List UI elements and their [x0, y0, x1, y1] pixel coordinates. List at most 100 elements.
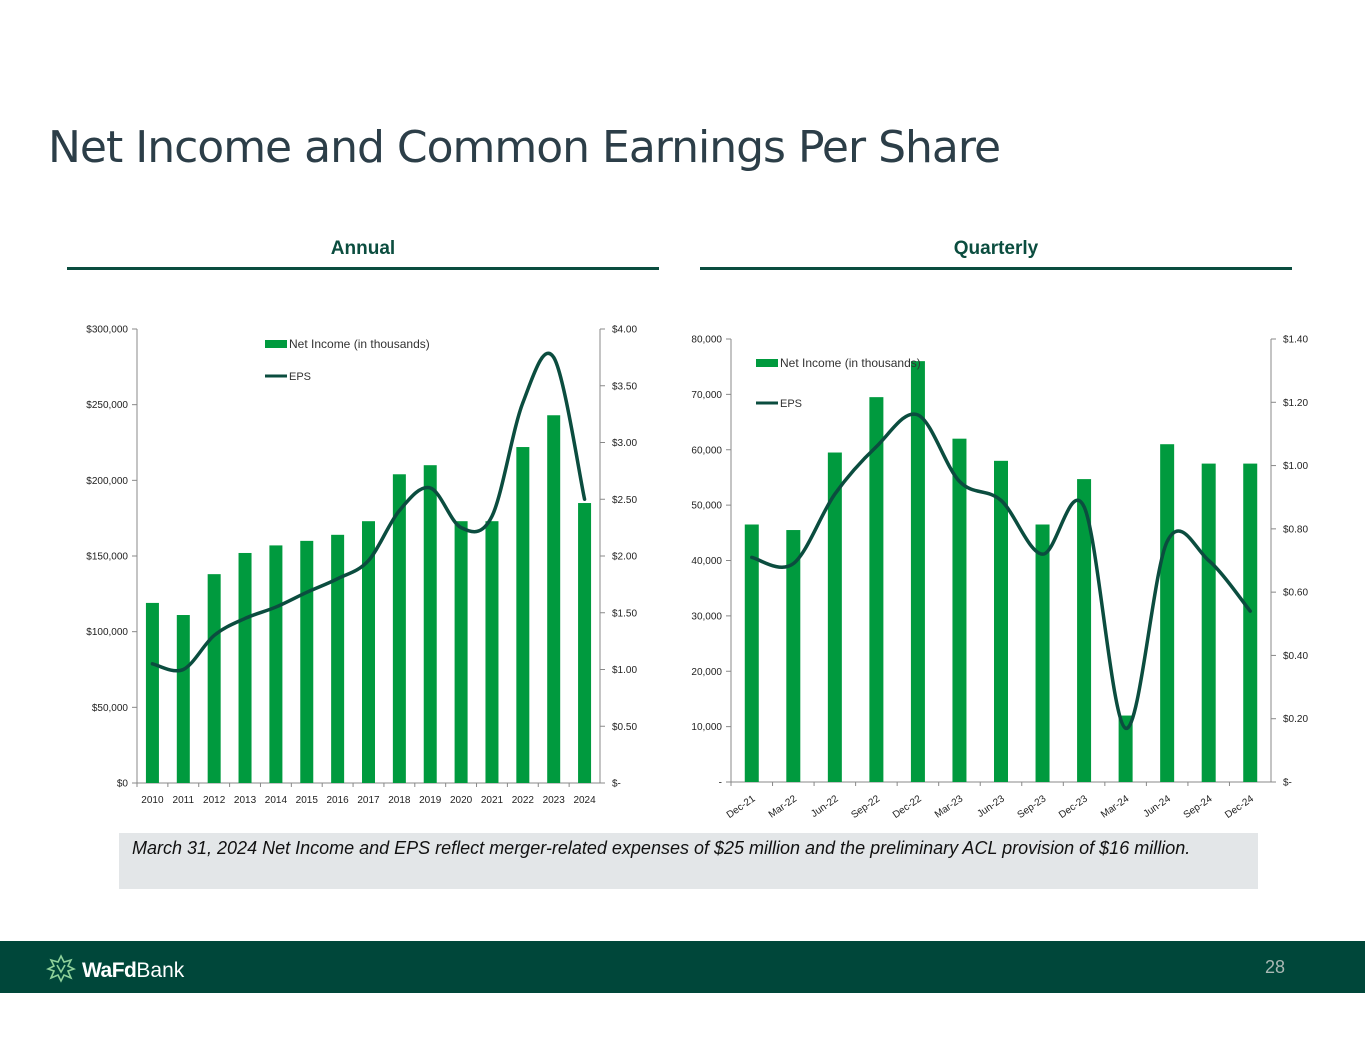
x-tick-label: Sep-24	[1182, 793, 1215, 821]
eps-point	[460, 527, 462, 529]
bar	[485, 521, 499, 783]
eps-point	[182, 669, 184, 670]
y-tick-label: 30,000	[691, 611, 722, 622]
eps-point	[751, 556, 753, 558]
eps-line	[150, 351, 587, 673]
x-tick-label: 2020	[450, 795, 473, 806]
eps-point	[1166, 541, 1168, 543]
x-tick-label: 2023	[543, 795, 566, 806]
x-tick-label: 2011	[173, 795, 195, 806]
bar	[238, 552, 252, 783]
bar	[1035, 524, 1050, 782]
y2-tick-label: $4.00	[612, 325, 637, 336]
y2-tick-label: $1.40	[1283, 335, 1308, 346]
x-tick-label: 2013	[234, 795, 257, 806]
logo-wordmark-rest: Bank	[136, 958, 185, 982]
x-tick-label: 2018	[388, 795, 411, 806]
x-tick-label: Mar-24	[1099, 793, 1132, 820]
bar	[516, 447, 530, 783]
eps-point	[958, 480, 960, 482]
x-tick-label: 2021	[481, 795, 504, 806]
eps-point	[834, 493, 836, 495]
annual-divider	[67, 267, 659, 270]
eps-point	[875, 446, 877, 448]
footnote: March 31, 2024 Net Income and EPS reflec…	[119, 833, 1258, 889]
bar	[300, 540, 314, 783]
y-tick-label: 80,000	[691, 335, 722, 346]
eps-point	[553, 356, 555, 358]
bar	[145, 602, 159, 783]
legend-label-bar: Net Income (in thousands)	[780, 356, 921, 370]
x-tick-label: Sep-23	[1016, 793, 1049, 821]
y2-tick-label: $0.50	[612, 722, 637, 733]
footer-bar: WaFdBank 28	[0, 941, 1365, 993]
x-tick-label: Dec-24	[1223, 793, 1256, 821]
eps-point	[792, 563, 794, 565]
y-tick-label: $250,000	[86, 400, 128, 411]
y2-tick-label: $2.00	[612, 552, 637, 563]
eps-point	[1000, 499, 1002, 501]
eps-point	[522, 402, 524, 404]
legend-swatch-bar	[265, 340, 287, 348]
eps-point	[368, 560, 369, 562]
x-tick-label: Dec-22	[891, 793, 924, 821]
y2-tick-label: $1.00	[1283, 461, 1308, 472]
y2-tick-label: $0.80	[1283, 524, 1308, 535]
quarterly-heading: Quarterly	[953, 238, 1039, 259]
y2-tick-label: $0.60	[1283, 588, 1308, 599]
eps-point	[1249, 610, 1251, 612]
eps-point	[1042, 553, 1044, 555]
bar	[176, 615, 190, 783]
y2-tick-label: $1.50	[612, 608, 637, 619]
charts-canvas: $0 $50,000 $100,000 $150,000 $200,000 $250,00…	[86, 325, 1308, 821]
quarterly-divider	[700, 267, 1292, 270]
eps-point	[584, 498, 586, 500]
x-tick-label: 2012	[203, 795, 226, 806]
bar	[952, 438, 967, 782]
bar	[1160, 444, 1175, 782]
x-tick-label: Jun-24	[1142, 793, 1174, 820]
wafd-leaf-icon	[45, 953, 77, 988]
legend-label-line: EPS	[289, 371, 311, 383]
x-tick-label: 2019	[419, 795, 442, 806]
page-title: Net Income and Common Earnings Per Share	[48, 122, 1001, 173]
eps-point	[275, 606, 277, 608]
x-tick-label: Sep-22	[849, 793, 882, 821]
x-tick-label: Mar-23	[933, 793, 966, 820]
x-tick-label: Dec-23	[1057, 793, 1090, 821]
y2-tick-label: $0.20	[1283, 714, 1308, 725]
bar	[1201, 463, 1216, 782]
y-tick-label: 10,000	[691, 722, 722, 733]
eps-point	[151, 663, 153, 665]
bar	[1077, 479, 1092, 782]
bar	[827, 452, 842, 782]
y2-tick-label: $1.00	[612, 665, 637, 676]
y2-tick-label: $3.00	[612, 438, 637, 449]
y2-tick-label: $0.40	[1283, 651, 1308, 662]
y2-tick-label: $-	[1283, 778, 1292, 789]
eps-point	[1083, 506, 1085, 508]
eps-point	[429, 487, 431, 489]
y-tick-label: $200,000	[86, 476, 128, 487]
bar	[392, 474, 406, 783]
bar	[423, 465, 437, 783]
eps-point	[1125, 727, 1127, 729]
y2-tick-label: $2.50	[612, 495, 637, 506]
x-tick-label: Dec-21	[725, 793, 758, 821]
page-number: 28	[1264, 957, 1285, 977]
bar	[331, 534, 345, 783]
eps-line	[750, 412, 1252, 730]
y-tick-label: $150,000	[86, 552, 128, 563]
eps-point	[398, 510, 400, 512]
y-tick-label: 50,000	[691, 501, 722, 512]
y2-tick-label: $3.50	[612, 381, 637, 392]
eps-point	[306, 591, 308, 593]
bar	[869, 397, 884, 782]
y-tick-label: 40,000	[691, 556, 722, 567]
bar	[994, 460, 1008, 782]
y2-tick-label: $1.20	[1283, 398, 1308, 409]
bar	[362, 521, 375, 783]
legend-swatch-bar	[756, 359, 778, 367]
y-tick-label: $100,000	[86, 627, 128, 638]
bar	[910, 361, 925, 782]
